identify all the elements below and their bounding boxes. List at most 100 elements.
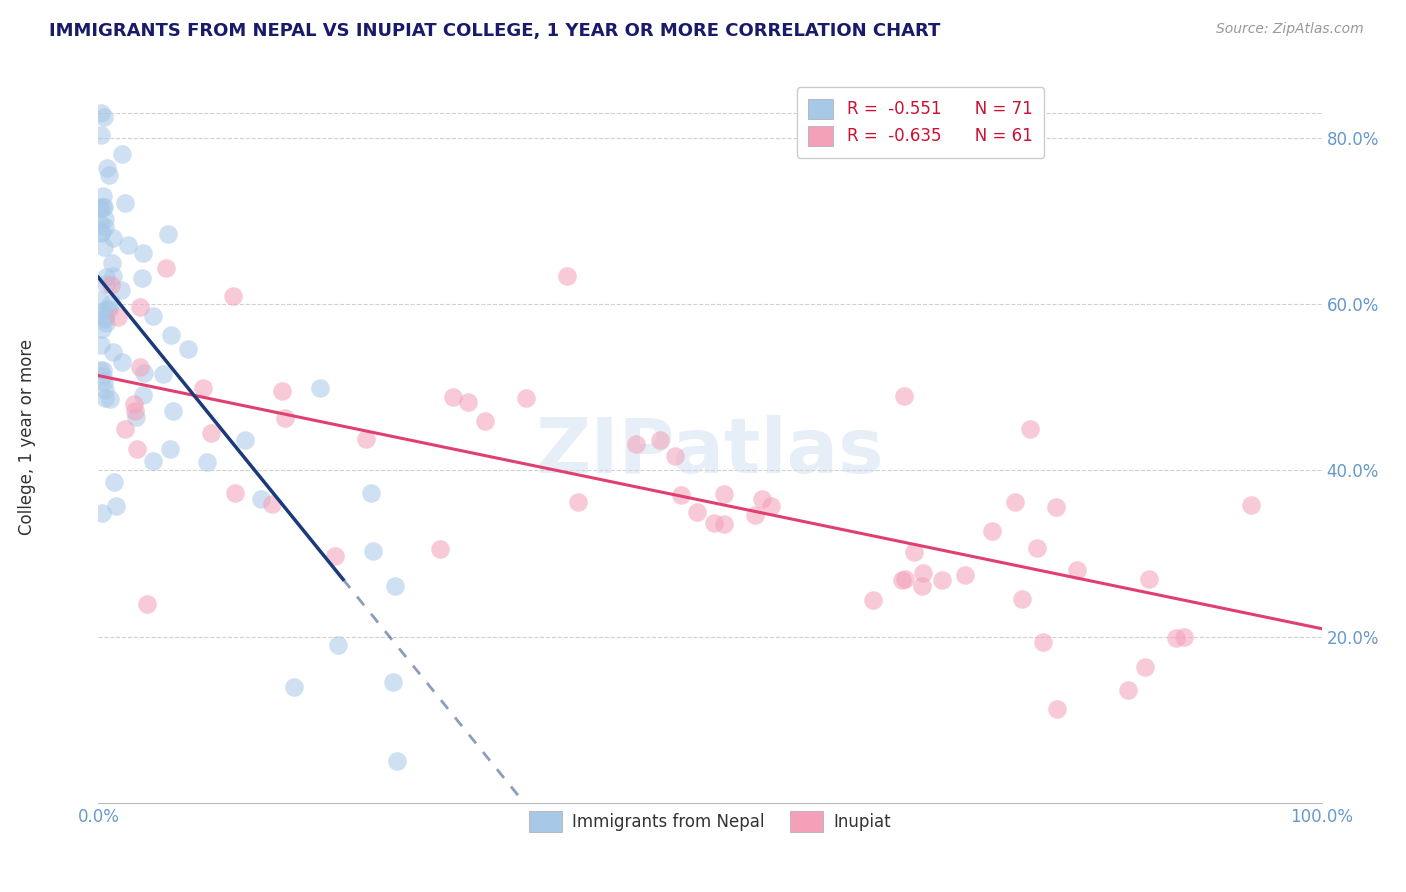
- Point: [132, 366, 155, 380]
- Point: [283, 680, 305, 694]
- Point: [713, 517, 735, 532]
- Point: [911, 566, 934, 580]
- Point: [124, 404, 146, 418]
- Point: [361, 543, 384, 558]
- Point: [323, 549, 346, 563]
- Point: [101, 255, 124, 269]
- Point: [89, 293, 111, 308]
- Point: [249, 492, 271, 507]
- Point: [159, 442, 181, 456]
- Point: [224, 486, 246, 500]
- Point: [91, 304, 114, 318]
- Point: [713, 486, 735, 500]
- Point: [703, 516, 725, 530]
- Point: [94, 392, 117, 406]
- Point: [125, 409, 148, 424]
- Point: [1032, 635, 1054, 649]
- Point: [981, 524, 1004, 538]
- Point: [107, 310, 129, 325]
- Point: [101, 269, 124, 284]
- Point: [1137, 572, 1160, 586]
- Point: [567, 495, 589, 509]
- Point: [114, 422, 136, 436]
- Point: [129, 300, 152, 314]
- Point: [89, 363, 111, 377]
- Point: [90, 106, 112, 120]
- Point: [686, 505, 709, 519]
- Point: [650, 433, 672, 447]
- Point: [90, 225, 112, 239]
- Point: [862, 592, 884, 607]
- Point: [101, 231, 124, 245]
- Point: [233, 433, 256, 447]
- Point: [222, 289, 245, 303]
- Point: [141, 454, 163, 468]
- Point: [474, 414, 496, 428]
- Point: [903, 545, 925, 559]
- Point: [91, 322, 114, 336]
- Point: [176, 342, 198, 356]
- Point: [155, 260, 177, 275]
- Point: [354, 433, 377, 447]
- Point: [94, 212, 117, 227]
- Point: [1018, 422, 1040, 436]
- Point: [90, 227, 112, 241]
- Point: [555, 268, 578, 283]
- Point: [744, 508, 766, 522]
- Point: [1025, 541, 1047, 555]
- Point: [429, 542, 451, 557]
- Point: [308, 382, 330, 396]
- Point: [94, 269, 117, 284]
- Point: [159, 328, 181, 343]
- Point: [89, 216, 111, 230]
- Text: IMMIGRANTS FROM NEPAL VS INUPIAT COLLEGE, 1 YEAR OR MORE CORRELATION CHART: IMMIGRANTS FROM NEPAL VS INUPIAT COLLEGE…: [49, 22, 941, 40]
- Point: [117, 237, 139, 252]
- Point: [1133, 659, 1156, 673]
- Point: [152, 367, 174, 381]
- Point: [664, 449, 686, 463]
- Point: [271, 384, 294, 398]
- Point: [125, 442, 148, 456]
- Point: [911, 579, 934, 593]
- Point: [385, 754, 408, 768]
- Point: [200, 426, 222, 441]
- Point: [100, 296, 122, 310]
- Point: [91, 369, 114, 384]
- Point: [90, 128, 112, 142]
- Point: [90, 338, 112, 352]
- Point: [157, 227, 180, 241]
- Point: [1011, 592, 1033, 607]
- Point: [89, 202, 111, 216]
- Point: [97, 301, 120, 316]
- Point: [1004, 495, 1026, 509]
- Point: [893, 388, 915, 402]
- Point: [122, 396, 145, 410]
- Point: [381, 675, 404, 690]
- Point: [110, 283, 132, 297]
- Point: [894, 572, 917, 586]
- Point: [129, 360, 152, 375]
- Point: [96, 277, 118, 291]
- Point: [193, 381, 215, 395]
- Point: [1045, 500, 1067, 514]
- Point: [96, 161, 118, 176]
- Point: [93, 375, 115, 389]
- Point: [91, 200, 114, 214]
- Point: [1173, 630, 1195, 644]
- Point: [103, 475, 125, 490]
- Point: [105, 499, 128, 513]
- Point: [100, 278, 122, 293]
- Point: [96, 301, 118, 316]
- Point: [274, 411, 297, 425]
- Point: [89, 200, 111, 214]
- Point: [931, 573, 953, 587]
- Point: [111, 147, 134, 161]
- Point: [91, 363, 114, 377]
- Point: [669, 488, 692, 502]
- Point: [98, 392, 121, 406]
- Point: [98, 169, 121, 183]
- Point: [457, 395, 479, 409]
- Point: [891, 573, 914, 587]
- Point: [93, 111, 115, 125]
- Point: [515, 391, 537, 405]
